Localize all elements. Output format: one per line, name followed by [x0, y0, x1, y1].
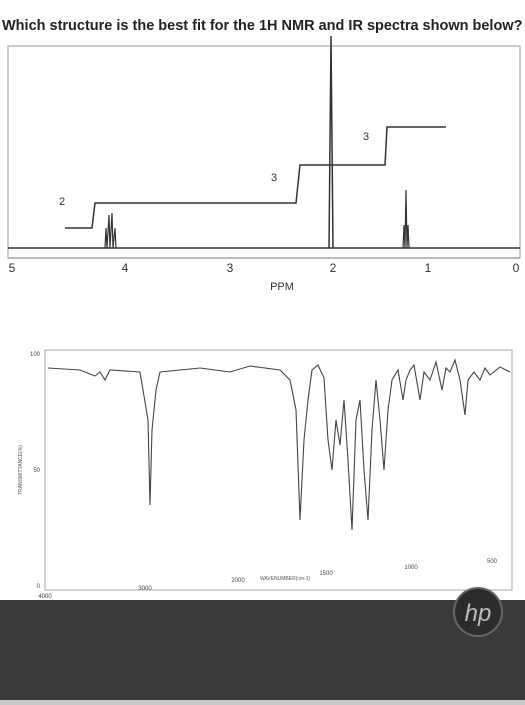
- nmr-axis-label: PPM: [270, 281, 294, 293]
- ir-x-tick-label: 3000: [138, 586, 152, 592]
- nmr-tick-label: 2: [330, 261, 337, 275]
- nmr-tick-label: 3: [227, 261, 234, 275]
- nmr-spectrum: 5 4 3 2 1 0 PPM 2 3 3: [7, 35, 521, 293]
- logo-ring: [453, 587, 503, 637]
- ir-spectrum: 100 50 0 TRANSMITTANCE(%) 4000 3000 2000…: [18, 349, 513, 600]
- peak-triplet: [402, 189, 410, 249]
- ir-trace: [47, 358, 511, 531]
- nmr-tick-label: 0: [513, 261, 520, 275]
- ir-x-tick-label: 4000: [38, 594, 52, 600]
- ir-y-tick-label: 100: [30, 352, 41, 358]
- ir-x-tick-label: 500: [487, 559, 498, 565]
- integration-curve: [65, 126, 446, 229]
- integration-label: 2: [59, 196, 65, 208]
- ir-frame: [44, 349, 513, 591]
- peak-singlet: [328, 35, 334, 249]
- question: Which structure is the best fit for the …: [2, 18, 523, 34]
- peak-quartet: [104, 212, 117, 249]
- nmr-tick-label: 1: [425, 261, 432, 275]
- ir-x-tick-label: 1500: [319, 571, 333, 577]
- ir-x-tick-label: 1000: [404, 565, 418, 571]
- laptop-bezel: [0, 600, 525, 700]
- ir-x-tick-label: 2000: [231, 578, 245, 584]
- brand-logo: hp: [465, 600, 492, 627]
- integration-label: 3: [271, 172, 277, 184]
- nmr-tick-label: 4: [122, 261, 129, 275]
- ir-y-tick-label: 50: [33, 468, 40, 474]
- ir-y-tick-label: 0: [37, 584, 41, 590]
- integration-label: 3: [363, 131, 369, 143]
- nmr-tick-label: 5: [9, 261, 16, 275]
- ir-x-axis-label: WAVENUMBER(cm-1): [260, 576, 311, 582]
- screen: [0, 0, 525, 610]
- ir-y-axis-label: TRANSMITTANCE(%): [18, 445, 24, 495]
